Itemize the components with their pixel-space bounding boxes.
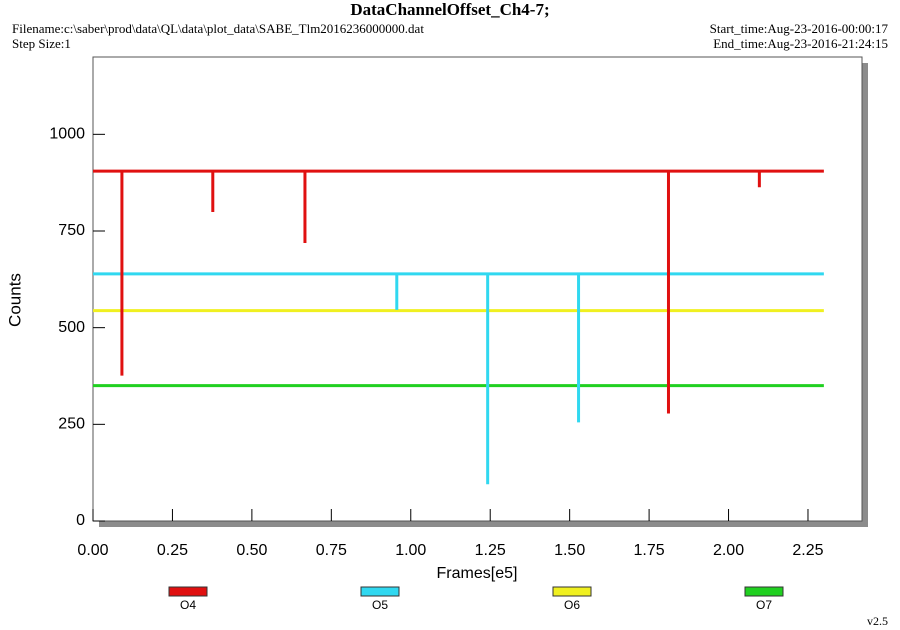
y-tick-label: 0	[76, 512, 85, 529]
start-time: Start_time:Aug-23-2016-00:00:17	[710, 21, 889, 36]
legend-swatch	[360, 586, 400, 597]
x-tick-label: 0.75	[316, 542, 347, 559]
end-time: End_time:Aug-23-2016-21:24:15	[713, 36, 888, 51]
legend-swatch	[552, 586, 592, 597]
plot-area	[92, 56, 863, 522]
y-tick-label: 1000	[49, 126, 85, 143]
legend-label: O4	[180, 598, 196, 612]
x-tick-label: 0.50	[236, 542, 267, 559]
legend-label: O5	[372, 598, 388, 612]
x-tick-label: 2.00	[713, 542, 744, 559]
step-size: Step Size:1	[12, 36, 71, 51]
x-tick-label: 1.50	[554, 542, 585, 559]
y-axis-label: Counts	[5, 273, 24, 327]
y-tick-label: 500	[58, 319, 85, 336]
chart-title: DataChannelOffset_Ch4-7;	[350, 0, 549, 19]
x-tick-label: 1.75	[634, 542, 665, 559]
legend-swatch	[744, 586, 784, 597]
x-tick-label: 1.25	[475, 542, 506, 559]
x-tick-label: 0.25	[157, 542, 188, 559]
x-tick-label: 1.00	[395, 542, 426, 559]
version: v2.5	[867, 614, 888, 628]
legend-label: O6	[564, 598, 580, 612]
legend-swatch	[168, 586, 208, 597]
x-tick-label: 0.00	[77, 542, 108, 559]
y-tick-label: 750	[58, 222, 85, 239]
y-tick-label: 250	[58, 416, 85, 433]
filename: Filename:c:\saber\prod\data\QL\data\plot…	[12, 21, 424, 36]
x-axis-label: Frames[e5]	[437, 565, 518, 582]
series-line	[93, 272, 824, 485]
x-tick-label: 2.25	[792, 542, 823, 559]
legend-label: O7	[756, 598, 772, 612]
